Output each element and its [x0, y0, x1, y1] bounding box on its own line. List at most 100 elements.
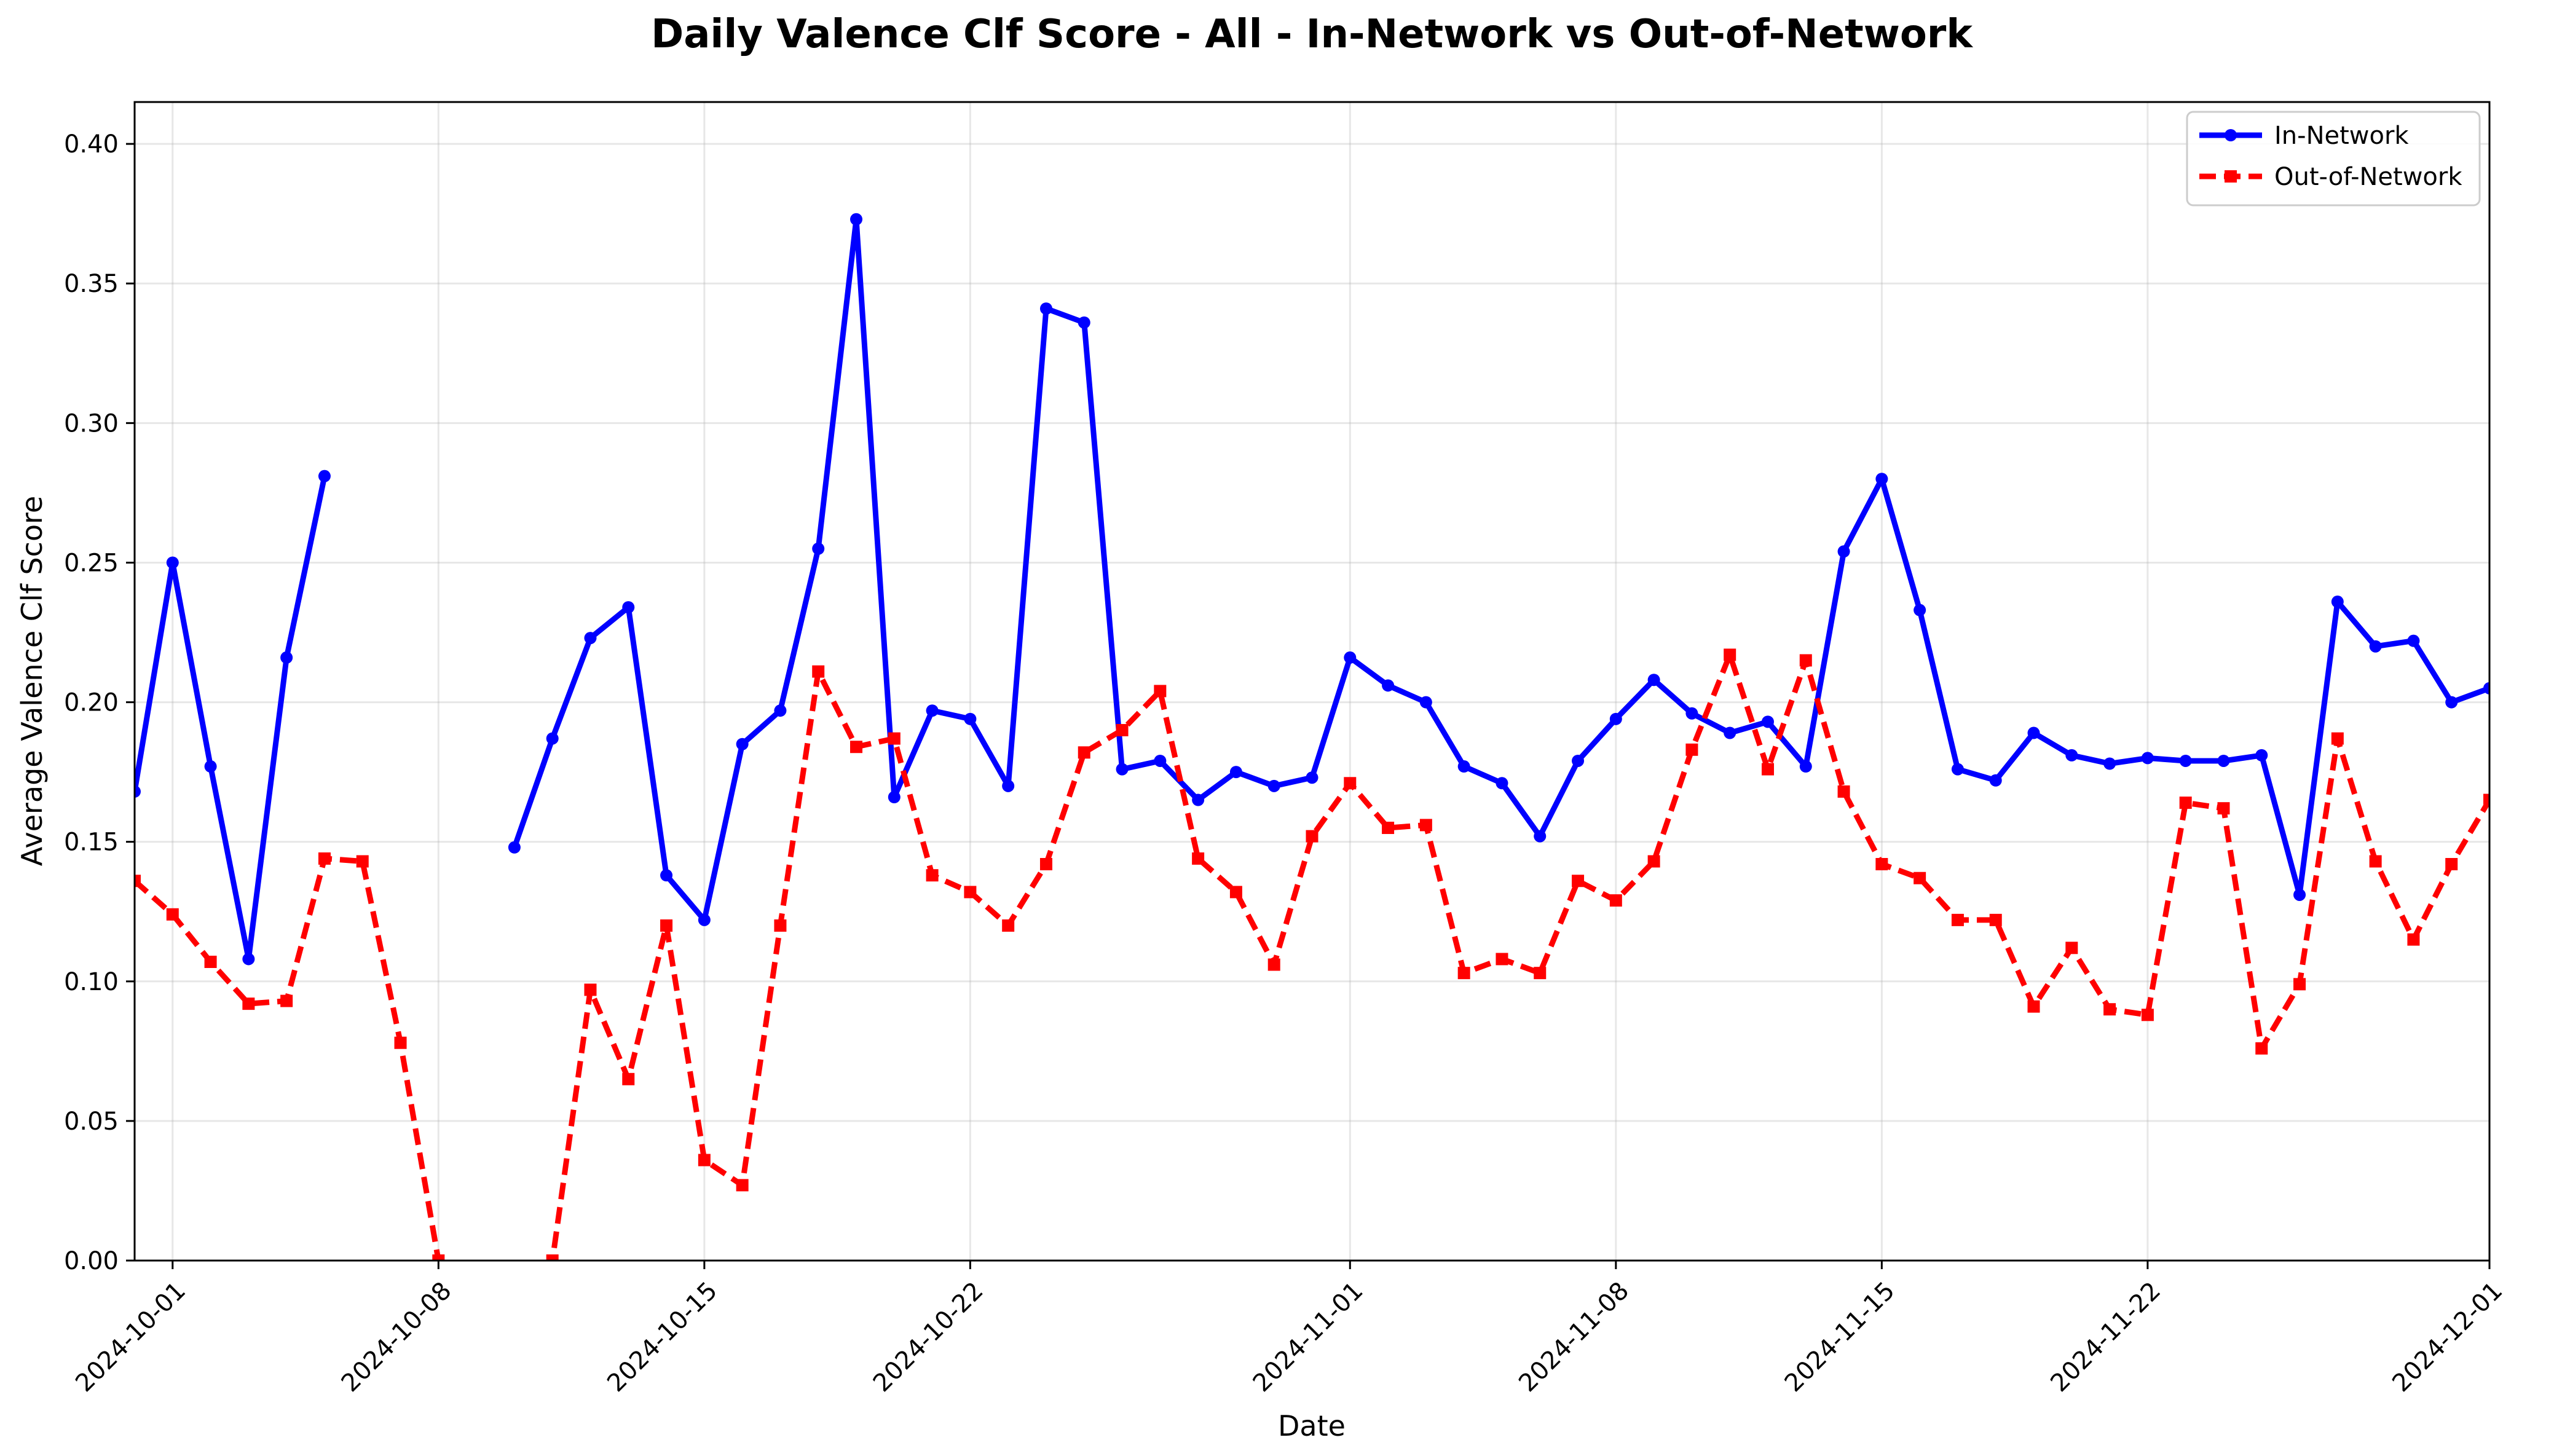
data-point-in-network — [1951, 763, 1964, 776]
data-point-in-network — [242, 953, 255, 966]
data-point-in-network — [546, 732, 559, 745]
series-line-out-of-network — [135, 651, 2489, 1261]
data-point-out-of-network — [1419, 819, 1432, 832]
data-point-in-network — [812, 542, 825, 555]
data-point-out-of-network — [1192, 852, 1205, 865]
data-point-out-of-network — [1572, 875, 1585, 887]
data-point-out-of-network — [2255, 1042, 2268, 1055]
data-point-in-network — [1382, 679, 1395, 692]
data-point-out-of-network — [1229, 886, 1242, 899]
data-point-in-network — [1229, 766, 1242, 779]
data-point-in-network — [660, 869, 673, 882]
data-point-in-network — [850, 213, 863, 226]
data-point-in-network — [1154, 754, 1167, 767]
data-point-in-network — [1419, 696, 1432, 709]
series-line-in-network — [135, 475, 328, 962]
data-point-out-of-network — [736, 1179, 749, 1192]
data-point-in-network — [1685, 707, 1698, 720]
y-tick-label: 0.00 — [64, 1247, 119, 1275]
data-point-in-network — [698, 913, 711, 926]
data-point-in-network — [1039, 302, 1052, 315]
data-point-in-network — [1914, 604, 1926, 616]
data-point-out-of-network — [1609, 894, 1622, 907]
data-point-out-of-network — [2027, 1000, 2040, 1013]
data-point-in-network — [584, 632, 597, 645]
data-point-out-of-network — [432, 1254, 445, 1261]
data-point-in-network — [508, 841, 521, 854]
data-point-in-network — [2445, 696, 2458, 709]
data-point-in-network — [1457, 760, 1470, 773]
data-point-out-of-network — [1306, 830, 1318, 843]
data-point-in-network — [2369, 640, 2382, 653]
legend-marker-in-network — [2225, 129, 2237, 141]
data-point-out-of-network — [1496, 953, 1508, 966]
data-point-in-network — [2331, 596, 2344, 608]
data-point-in-network — [1306, 771, 1318, 784]
data-point-in-network — [1875, 473, 1888, 486]
data-point-out-of-network — [356, 855, 369, 868]
data-point-out-of-network — [242, 998, 255, 1010]
series-out-of-network — [135, 648, 2489, 1261]
y-tick-label: 0.35 — [64, 270, 119, 298]
data-point-in-network — [2407, 634, 2420, 647]
data-point-out-of-network — [135, 875, 141, 887]
data-point-out-of-network — [1457, 967, 1470, 980]
data-point-in-network — [280, 651, 293, 664]
data-point-out-of-network — [812, 665, 825, 678]
plot-frame — [133, 101, 2491, 1262]
data-point-out-of-network — [2065, 942, 2078, 954]
legend-marker-out-of-network — [2225, 170, 2237, 183]
data-point-out-of-network — [1914, 872, 1926, 884]
data-point-in-network — [1116, 763, 1129, 776]
data-point-in-network — [2065, 749, 2078, 761]
data-point-out-of-network — [660, 919, 673, 932]
data-point-in-network — [1496, 777, 1508, 790]
data-point-out-of-network — [1382, 821, 1395, 834]
data-point-in-network — [1572, 754, 1585, 767]
data-point-out-of-network — [166, 908, 179, 921]
y-tick-label: 0.05 — [64, 1108, 119, 1136]
data-point-out-of-network — [1951, 913, 1964, 926]
data-point-out-of-network — [2369, 855, 2382, 868]
data-point-out-of-network — [394, 1036, 407, 1049]
data-point-out-of-network — [280, 994, 293, 1007]
data-point-in-network — [1078, 316, 1090, 329]
data-point-out-of-network — [1724, 648, 1736, 661]
data-point-in-network — [1609, 712, 1622, 725]
data-point-out-of-network — [318, 852, 331, 865]
data-point-out-of-network — [964, 886, 977, 899]
data-point-out-of-network — [2217, 802, 2230, 815]
data-point-in-network — [2103, 757, 2116, 770]
legend: In-Network Out-of-Network — [2186, 111, 2481, 207]
y-axis-label: Average Valence Clf Score — [15, 496, 49, 867]
data-point-in-network — [2179, 754, 2192, 767]
data-point-in-network — [135, 785, 141, 798]
series-layer — [135, 213, 2489, 1261]
legend-label-out-of-network: Out-of-Network — [2274, 163, 2462, 191]
data-point-out-of-network — [1761, 763, 1774, 776]
y-tick-label: 0.10 — [64, 968, 119, 996]
data-point-in-network — [1761, 715, 1774, 728]
data-point-out-of-network — [2293, 978, 2306, 991]
data-point-out-of-network — [774, 919, 787, 932]
legend-label-in-network: In-Network — [2274, 122, 2409, 150]
data-point-out-of-network — [1039, 858, 1052, 871]
data-point-out-of-network — [888, 732, 901, 745]
data-point-out-of-network — [1989, 913, 2002, 926]
data-point-in-network — [1534, 830, 1547, 843]
data-point-out-of-network — [926, 869, 939, 882]
y-tick-label: 0.15 — [64, 828, 119, 857]
data-point-in-network — [2483, 682, 2489, 695]
data-point-out-of-network — [584, 983, 597, 996]
y-tick-label: 0.25 — [64, 549, 119, 577]
data-point-in-network — [318, 470, 331, 482]
x-axis-label: Date — [1278, 1409, 1346, 1442]
data-point-out-of-network — [1837, 785, 1850, 798]
data-point-out-of-network — [1534, 967, 1547, 980]
data-point-in-network — [166, 556, 179, 569]
y-tick-label: 0.30 — [64, 409, 119, 438]
data-point-out-of-network — [546, 1254, 559, 1261]
y-tick-label: 0.40 — [64, 130, 119, 159]
data-point-in-network — [774, 704, 787, 717]
